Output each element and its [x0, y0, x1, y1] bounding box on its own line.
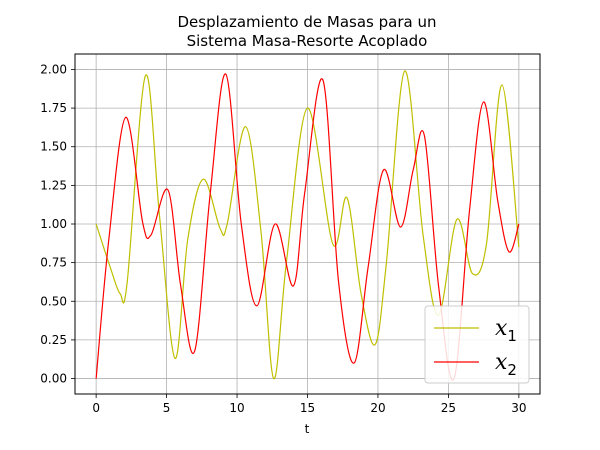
chart-title-line-1: Desplazamiento de Masas para un: [178, 13, 437, 31]
y-tick-label: 0.50: [40, 294, 67, 308]
y-tick-label: 1.00: [40, 217, 67, 231]
x-tick-label: 15: [300, 401, 315, 415]
x-tick-label: 20: [370, 401, 385, 415]
y-tick-label: 2.00: [40, 62, 67, 76]
series-line-x1: [95, 70, 520, 380]
y-tick-label: 1.75: [40, 101, 67, 115]
legend-label-subscript: 2: [507, 361, 517, 379]
x-tick-label: 25: [441, 401, 456, 415]
y-ticks: 0.00 0.25 0.50 0.75 1.00 1.25 1.50 1.75 2.00: [40, 62, 75, 386]
legend-box: [424, 305, 530, 384]
y-tick-label: 1.50: [40, 140, 67, 154]
legend-label: x1: [495, 316, 517, 345]
x-tick-label: 10: [229, 401, 244, 415]
legend-label-symbol: x: [495, 316, 508, 341]
y-tick-label: 1.25: [40, 178, 67, 192]
chart-title-line-2: Sistema Masa-Resorte Acoplado: [187, 32, 428, 50]
x-ticks: 0 5 10 15 20 25 30: [92, 394, 527, 415]
legend-label: x2: [495, 350, 517, 379]
x-tick-label: 5: [163, 401, 171, 415]
grid-lines: [75, 54, 540, 394]
legend-label-subscript: 1: [507, 327, 517, 345]
x-tick-label: 30: [511, 401, 526, 415]
y-tick-label: 0.25: [40, 333, 67, 347]
x-tick-label: 0: [92, 401, 100, 415]
y-tick-label: 0.00: [40, 372, 67, 386]
legend-label-symbol: x: [495, 350, 508, 375]
x-axis-label: t: [305, 422, 310, 436]
y-tick-label: 0.75: [40, 256, 67, 270]
